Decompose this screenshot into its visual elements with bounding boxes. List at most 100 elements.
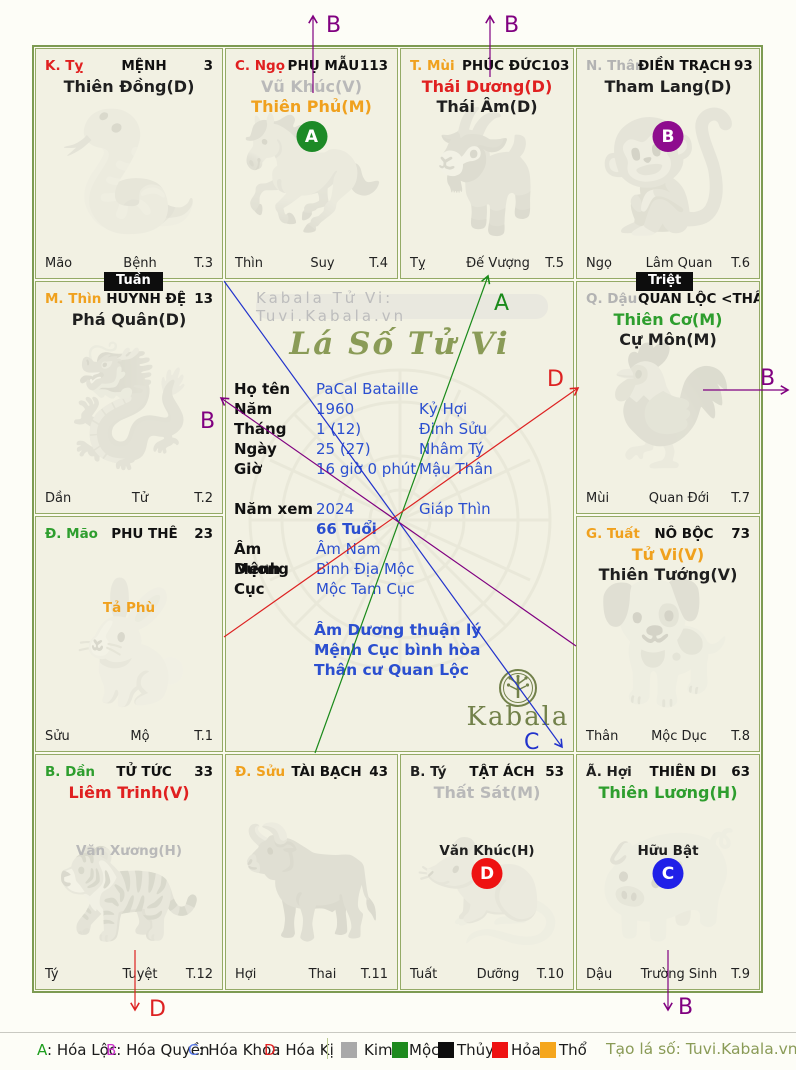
info-value-day-canchi: Nhâm Tý: [419, 440, 485, 458]
cell-header: Q. Dậu QUAN LỘC <THÂN> 83: [577, 282, 759, 307]
palace-number: 53: [545, 764, 564, 780]
info-value-amduong: Âm Nam: [316, 540, 381, 558]
element-swatch-hoa: [492, 1042, 508, 1058]
main-stars: Tham Lang(D): [577, 77, 759, 97]
palace-cell-tutuc: 🐅 B. Dần TỬ TỨC 33 Liêm Trinh(V) Văn Xươ…: [35, 754, 223, 990]
zodiac-dragon-watermark: 🐉: [55, 336, 203, 474]
palace-cell-phucduc: 🐐 T. Mùi PHÚC ĐỨC 103 Thái Dương(D) Thái…: [400, 48, 574, 279]
palace-cell-thiendi: 🐖 Ã. Hợi THIÊN DI 63 Thiên Lương(H) Hữu …: [576, 754, 760, 990]
info-label: Năm: [234, 400, 273, 418]
cycle-label: T.10: [536, 967, 564, 982]
cell-footer: Tỵ Đế Vượng T.5: [410, 256, 564, 271]
cycle-label: T.12: [185, 967, 213, 982]
canchi-label: C. Ngọ: [235, 58, 285, 74]
cell-footer: Dậu Trường Sinh T.9: [586, 967, 750, 982]
palace-cell-dientrach: 🐒 N. Thân ĐIỀN TRẠCH 93 Tham Lang(D) B N…: [576, 48, 760, 279]
element-swatch-tho: [540, 1042, 556, 1058]
cycle-label: T.9: [731, 967, 750, 982]
canchi-label: B. Tý: [410, 764, 447, 780]
info-row-menh: Mệnh Bình Địa Mộc: [234, 559, 567, 579]
palace-name: HUYNH ĐỆ: [106, 291, 187, 307]
cycle-label: T.6: [731, 256, 750, 271]
info-row-gio: Giờ 16 giờ 0 phút Mậu Thân: [234, 459, 567, 479]
life-stage-label: Dưỡng: [476, 967, 520, 982]
life-stage-label: Trường Sinh: [640, 967, 718, 982]
star-van-khuc: Văn Khúc(H): [439, 843, 535, 859]
info-row-amduong: Âm Dương Âm Nam: [234, 539, 567, 578]
life-stage-label: Bệnh: [123, 256, 157, 271]
cycle-label: T.11: [360, 967, 388, 982]
palace-name: NÔ BỘC: [654, 526, 714, 542]
zodiac-tiger-watermark: 🐅: [55, 810, 203, 949]
star-van-xuong: Văn Xương(H): [75, 843, 183, 859]
star-tham-lang: Tham Lang(D): [604, 77, 732, 96]
main-stars: Thái Dương(D) Thái Âm(D): [401, 77, 573, 117]
palace-cell-tatach: 🐀 B. Tý TẬT ÁCH 53 Thất Sát(M) Văn Khúc(…: [400, 754, 574, 990]
cell-footer: Mùi Quan Đới T.7: [586, 491, 750, 506]
life-stage-label: Mộc Dục: [651, 729, 707, 744]
main-stars: Thất Sát(M): [401, 783, 573, 803]
branch-label: Sửu: [45, 729, 70, 744]
legend-label-hoa-quyen: : Hóa Quyền: [116, 1041, 210, 1059]
main-stars: Phá Quân(D): [36, 310, 222, 330]
legend-hoa-loc: A: Hóa Lộc: [37, 1041, 117, 1059]
main-stars: Liêm Trinh(V): [36, 783, 222, 803]
star-thien-phu: Thiên Phủ(M): [251, 97, 372, 116]
branch-label: Tỵ: [410, 256, 426, 271]
cell-header: N. Thân ĐIỀN TRẠCH 93: [577, 49, 759, 74]
info-label: Cục: [234, 580, 265, 598]
cycle-label: T.7: [731, 491, 750, 506]
cell-footer: Tuất Dưỡng T.10: [410, 967, 564, 982]
destiny-info-block: Năm xem 2024 Giáp Thìn 66 Tuổi Âm Dương …: [234, 499, 567, 599]
branch-label: Mùi: [586, 491, 610, 506]
palace-number: 93: [734, 58, 753, 74]
footer-divider: [0, 1032, 796, 1033]
palace-name: ĐIỀN TRẠCH: [638, 58, 731, 74]
star-thien-co: Thiên Cơ(M): [613, 310, 723, 329]
info-label: Mệnh: [234, 560, 281, 578]
cell-footer: Thân Mộc Dục T.8: [586, 729, 750, 744]
element-label-kim: Kim: [364, 1041, 393, 1059]
cell-header: M. Thìn HUYNH ĐỆ 13: [36, 282, 222, 307]
canchi-label: K. Tỵ: [45, 58, 84, 74]
palace-number: 23: [194, 526, 213, 542]
branch-label: Hợi: [235, 967, 257, 982]
hoa-quyen-badge-b: B: [652, 121, 684, 152]
life-stage-label: Tuyệt: [122, 967, 158, 982]
palace-name: TÀI BẠCH: [291, 764, 362, 780]
info-row-nam: Năm 1960 Kỷ Hợi: [234, 399, 567, 419]
star-pha-quan: Phá Quân(D): [71, 310, 187, 329]
branch-label: Thân: [586, 729, 619, 744]
palace-name: PHÚC ĐỨC: [462, 58, 542, 74]
star-thien-dong: Thiên Đồng(D): [63, 77, 195, 96]
info-value-hour: 16 giờ 0 phút: [316, 460, 417, 478]
cell-footer: Tý Tuyệt T.12: [45, 967, 213, 982]
arrow-label-d-bottom: D: [149, 997, 166, 1022]
main-stars: Thiên Đồng(D): [36, 77, 222, 97]
palace-number: 43: [369, 764, 388, 780]
cell-header: C. Ngọ PHỤ MẪU 113: [226, 49, 397, 74]
site-credit-link[interactable]: Tạo lá số: Tuvi.Kabala.vn: [606, 1040, 796, 1058]
cell-footer: Dần Tử T.2: [45, 491, 213, 506]
element-swatch-thuy: [438, 1042, 454, 1058]
hoa-khoa-badge-c: C: [652, 858, 684, 889]
tuvi-grid: 🐍 K. Tỵ MỆNH 3 Thiên Đồng(D) Mão Bệnh T.…: [32, 45, 763, 993]
cell-header: Đ. Mão PHU THÊ 23: [36, 517, 222, 542]
canchi-label: M. Thìn: [45, 291, 102, 307]
main-stars: Vũ Khúc(V) Thiên Phủ(M): [226, 77, 397, 117]
canchi-label: Q. Dậu: [586, 291, 638, 307]
branch-label: Dần: [45, 491, 72, 506]
cell-header: B. Dần TỬ TỨC 33: [36, 755, 222, 780]
palace-name: QUAN LỘC <THÂN>: [638, 291, 759, 307]
info-value-age: 66 Tuổi: [316, 520, 377, 538]
star-vu-khuc: Vũ Khúc(V): [260, 77, 362, 96]
cell-footer: Mão Bệnh T.3: [45, 256, 213, 271]
star-tu-vi: Tử Vi(V): [631, 545, 705, 564]
life-stage-label: Lâm Quan: [645, 256, 713, 271]
canchi-label: N. Thân: [586, 58, 645, 74]
life-stage-label: Tử: [131, 491, 149, 506]
star-ta-phu: Tả Phù: [102, 600, 156, 616]
star-thai-duong: Thái Dương(D): [421, 77, 553, 96]
element-swatch-kim: [341, 1042, 357, 1058]
